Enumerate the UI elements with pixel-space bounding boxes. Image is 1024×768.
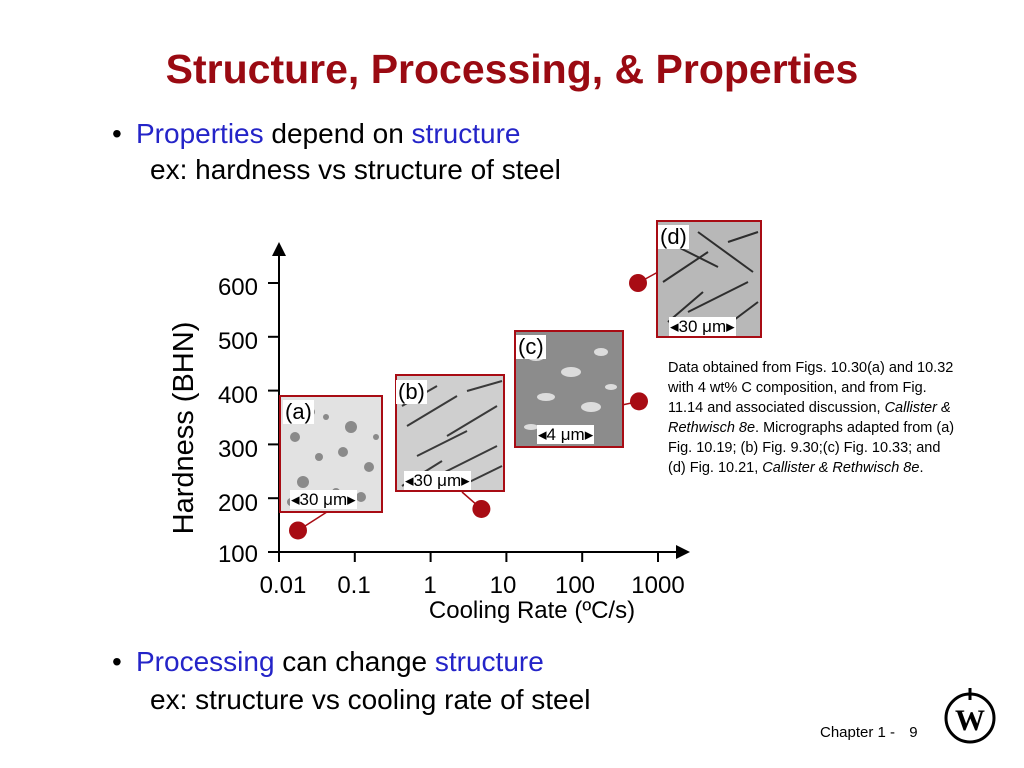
bullet-keyword-structure: structure [434, 646, 544, 677]
y-tick-label: 100 [217, 541, 258, 568]
data-point [289, 521, 307, 540]
bullet-dot: • [112, 118, 122, 149]
bullet-text: depend on [271, 118, 404, 149]
y-tick-label: 500 [217, 328, 258, 355]
note-text-3: . [919, 460, 924, 476]
y-tick-label: 600 [217, 274, 258, 301]
bullet-text: can change [282, 646, 428, 677]
x-tick-label: 10 [489, 572, 517, 599]
micrograph-b-scale: ◂30 μm▸ [404, 471, 471, 490]
micrograph-c-scale: ◂4 μm▸ [537, 425, 595, 444]
micrograph-a-label: (a) [283, 399, 314, 424]
example-cooling: ex: structure vs cooling rate of steel [150, 684, 591, 715]
note-text-2: . Micrographs adapted from (a) Fig. 10.1… [668, 420, 955, 476]
bullet-keyword-properties: Properties [136, 118, 264, 149]
svg-text:W: W [955, 704, 985, 737]
micrograph-d-scale: ◂30 μm▸ [669, 317, 736, 336]
y-axis-title: Hardness (BHN) [168, 321, 200, 535]
wiley-logo-icon: W [944, 688, 996, 744]
micrograph-c-label: (c) [516, 334, 546, 359]
data-point [630, 392, 648, 411]
bullet-keyword-structure: structure [411, 118, 521, 149]
note-ref-1: Callister & Rethwisch 8e [668, 400, 951, 436]
bullet-dot: • [112, 646, 122, 677]
bullet-processing: • Processing can change structure [112, 646, 544, 678]
data-point [472, 499, 491, 518]
x-tick-label: 0.1 [337, 572, 371, 599]
page-number: 9 [909, 724, 918, 741]
x-tick-label: 1000 [631, 572, 685, 599]
example-hardness: ex: hardness vs structure of steel [150, 154, 561, 185]
x-axis-title: Cooling Rate (ºC/s) [428, 597, 636, 624]
bullet-properties: • Properties depend on structure [112, 118, 520, 150]
note-text-1: Data obtained from Figs. 10.30(a) and 10… [668, 360, 954, 416]
slide-title: Structure, Processing, & Properties [165, 46, 859, 92]
micrograph-d-label: (d) [658, 224, 689, 249]
x-tick-label: 100 [554, 572, 596, 599]
bullet-keyword-processing: Processing [136, 646, 275, 677]
note-ref-2: Callister & Rethwisch 8e [762, 460, 920, 476]
y-tick-label: 400 [217, 382, 258, 409]
y-tick-label: 200 [217, 490, 258, 517]
y-axis-arrow [272, 242, 286, 256]
source-note: Data obtained from Figs. 10.30(a) and 10… [668, 358, 958, 478]
x-tick-label: 0.01 [259, 572, 307, 599]
micrograph-a-scale: ◂30 μm▸ [290, 490, 357, 509]
y-tick-label: 300 [217, 436, 258, 463]
x-axis-arrow [676, 545, 690, 559]
footer: Chapter 1 - 9 [820, 724, 918, 741]
data-point [629, 274, 647, 292]
micrograph-b-label: (b) [396, 379, 427, 404]
x-tick-label: 1 [423, 572, 437, 599]
chapter-label: Chapter 1 - [820, 724, 896, 741]
